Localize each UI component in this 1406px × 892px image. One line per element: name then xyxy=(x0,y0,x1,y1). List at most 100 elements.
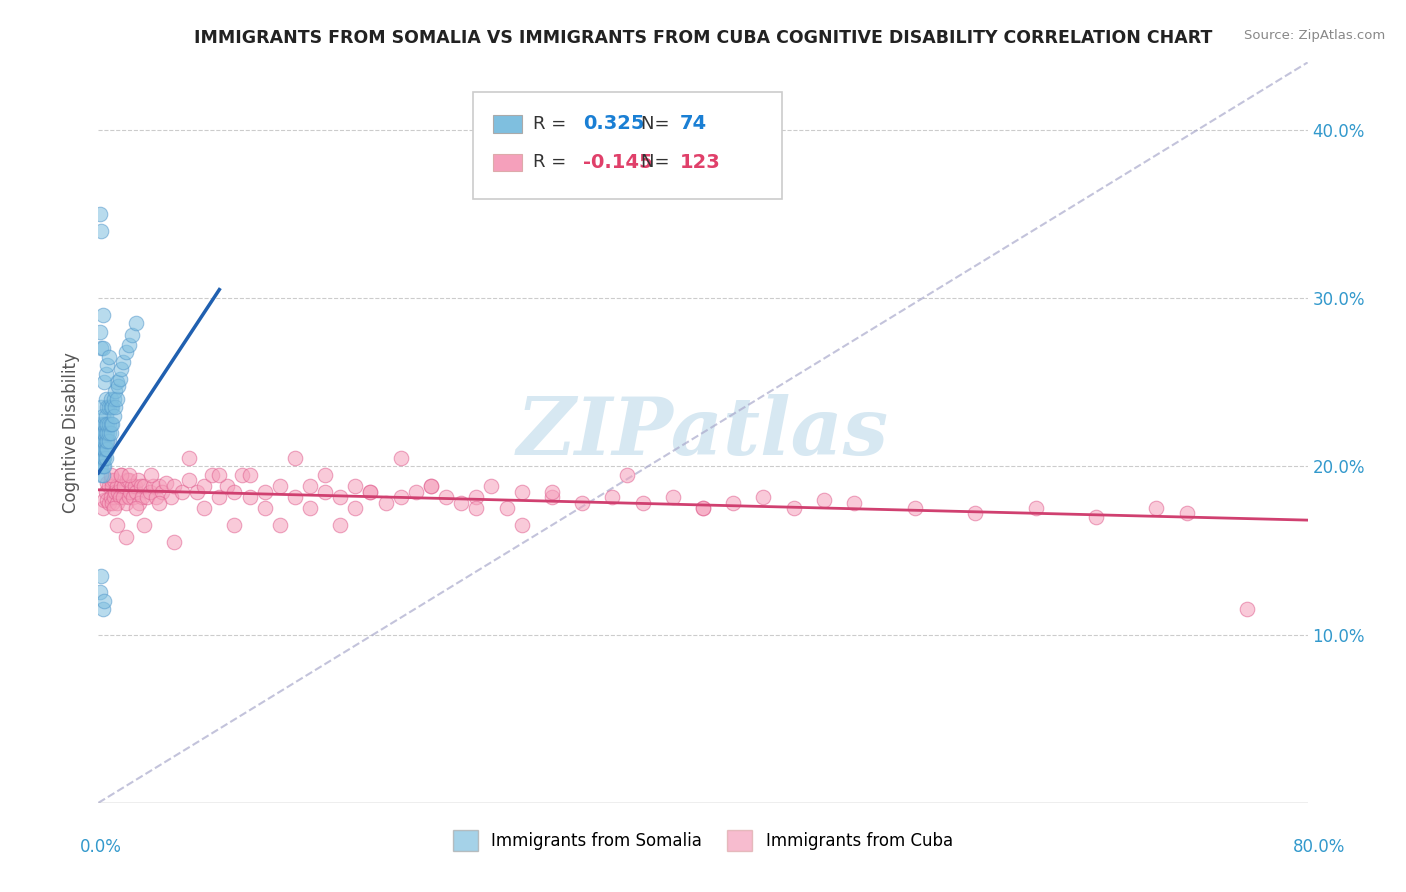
Point xyxy=(93,459,115,474)
Point xyxy=(89,450,111,465)
Text: 80.0%: 80.0% xyxy=(1292,838,1346,855)
Point xyxy=(94,442,117,457)
Point xyxy=(96,476,118,491)
Point xyxy=(1144,501,1167,516)
Point xyxy=(114,496,136,510)
Point xyxy=(90,425,112,440)
Point xyxy=(148,496,170,510)
Point xyxy=(155,476,177,491)
Point xyxy=(104,484,127,499)
Y-axis label: Cognitive Disability: Cognitive Disability xyxy=(62,352,80,513)
Point xyxy=(125,501,148,516)
Point xyxy=(783,501,806,516)
Point xyxy=(125,484,148,499)
Point xyxy=(96,359,118,373)
Point xyxy=(94,417,117,432)
Point xyxy=(1085,509,1108,524)
Point xyxy=(103,409,125,423)
Point xyxy=(94,425,117,440)
Point xyxy=(90,442,112,457)
Point xyxy=(132,518,155,533)
Point xyxy=(103,392,125,406)
Point xyxy=(110,467,132,482)
Point xyxy=(269,479,291,493)
Point xyxy=(142,479,165,493)
Point xyxy=(91,459,114,474)
Point xyxy=(91,342,114,356)
Point xyxy=(201,467,224,482)
Point xyxy=(179,450,201,465)
Point xyxy=(98,401,121,415)
Point xyxy=(91,308,114,322)
Point xyxy=(101,496,124,510)
Point xyxy=(90,401,112,415)
Text: IMMIGRANTS FROM SOMALIA VS IMMIGRANTS FROM CUBA COGNITIVE DISABILITY CORRELATION: IMMIGRANTS FROM SOMALIA VS IMMIGRANTS FR… xyxy=(194,29,1212,46)
Point xyxy=(98,417,121,432)
Point xyxy=(104,401,127,415)
Point xyxy=(127,473,149,487)
Point xyxy=(122,490,145,504)
Point xyxy=(105,375,128,389)
Point xyxy=(96,442,118,457)
Point xyxy=(96,492,118,507)
Point xyxy=(481,479,503,493)
Point xyxy=(91,442,114,457)
Point xyxy=(160,490,183,504)
Point xyxy=(224,484,246,499)
Point xyxy=(94,409,117,423)
Point xyxy=(125,316,148,330)
Point xyxy=(90,568,112,582)
Point xyxy=(90,342,112,356)
Point xyxy=(100,467,122,482)
Point xyxy=(135,490,157,504)
Point xyxy=(215,479,238,493)
Point xyxy=(1236,602,1258,616)
Point xyxy=(89,585,111,599)
Point xyxy=(100,425,122,440)
Point xyxy=(111,355,134,369)
Point xyxy=(98,496,121,510)
Point xyxy=(752,490,775,504)
Point xyxy=(93,434,115,448)
Point xyxy=(118,338,141,352)
Point xyxy=(110,361,132,376)
Point xyxy=(90,467,112,482)
Point xyxy=(374,496,396,510)
Point xyxy=(571,496,593,510)
Point xyxy=(101,479,124,493)
Point xyxy=(131,490,153,504)
Point xyxy=(91,425,114,440)
Point xyxy=(98,479,121,493)
Point xyxy=(723,496,745,510)
Point xyxy=(111,490,134,504)
Point xyxy=(299,501,322,516)
Point xyxy=(90,450,112,465)
Point xyxy=(93,442,115,457)
Point xyxy=(90,459,112,474)
Point xyxy=(114,530,136,544)
Point xyxy=(91,409,114,423)
Point xyxy=(128,496,150,510)
Point xyxy=(616,467,638,482)
Point xyxy=(91,602,114,616)
Point xyxy=(420,479,443,493)
Point xyxy=(299,479,322,493)
Point xyxy=(193,501,215,516)
Point xyxy=(329,518,352,533)
Point xyxy=(91,450,114,465)
Point xyxy=(98,434,121,448)
Point xyxy=(89,207,111,221)
Point xyxy=(101,417,124,432)
Point xyxy=(124,479,146,493)
Point xyxy=(114,344,136,359)
Point xyxy=(93,417,115,432)
Point xyxy=(100,417,122,432)
Point xyxy=(253,501,276,516)
Text: N=: N= xyxy=(641,115,675,133)
Point xyxy=(121,479,143,493)
Point xyxy=(193,479,215,493)
Point xyxy=(965,507,987,521)
Point xyxy=(813,492,835,507)
Point xyxy=(434,490,457,504)
Point xyxy=(163,535,186,549)
